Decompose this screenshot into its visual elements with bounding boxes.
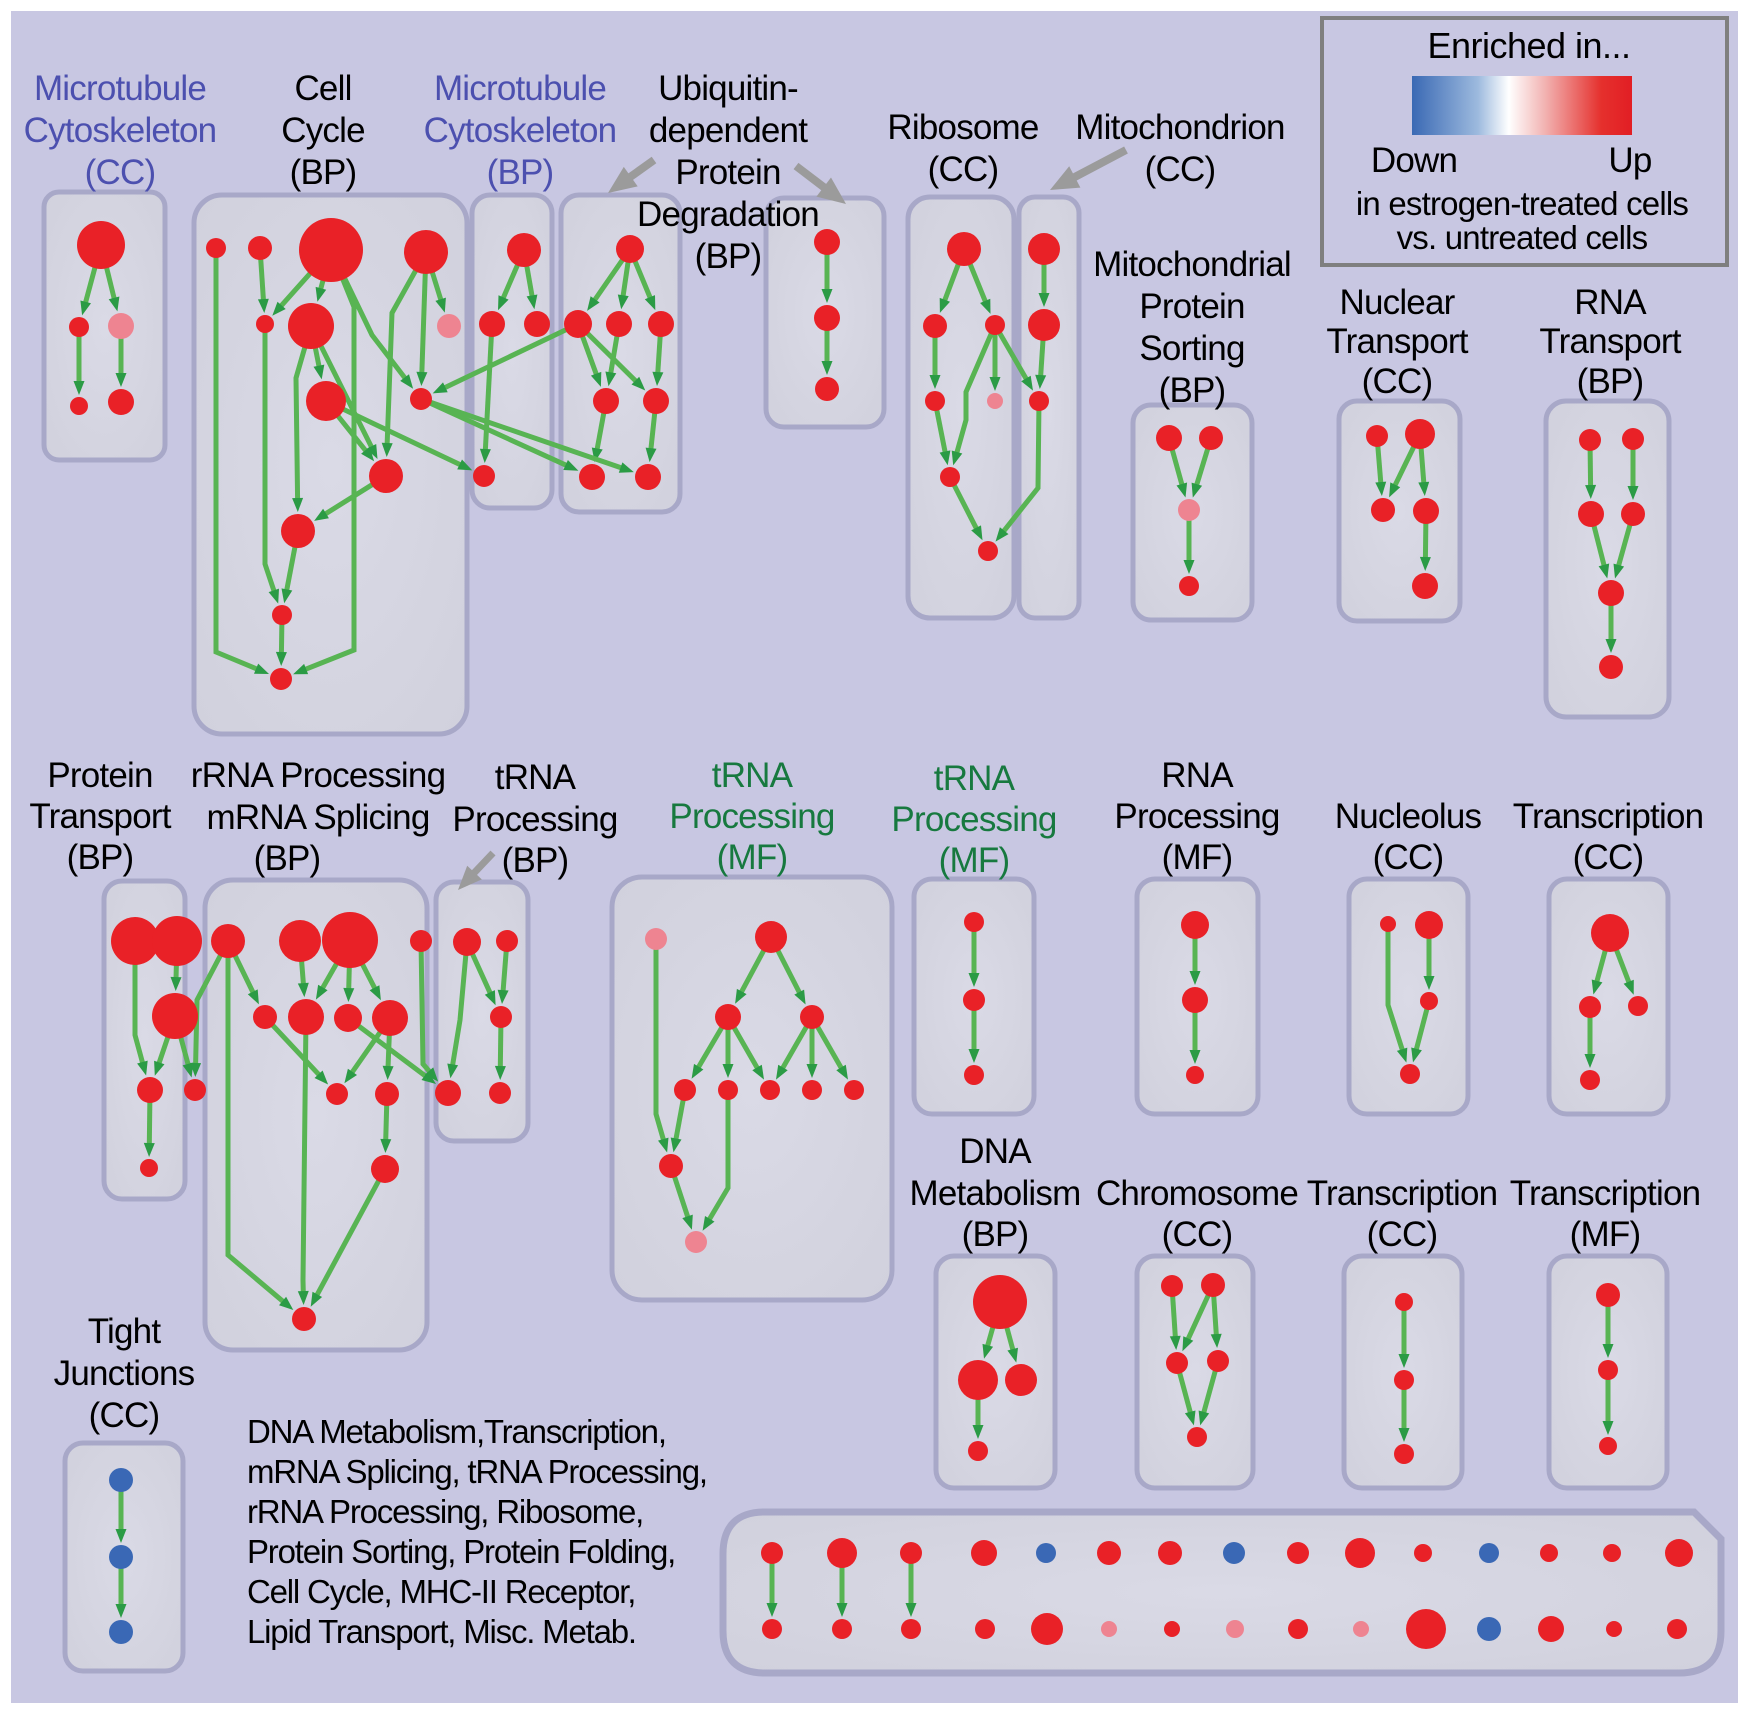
svg-text:mRNA Splicing: mRNA Splicing (206, 798, 429, 837)
svg-text:Cell Cycle, MHC-II Receptor,: Cell Cycle, MHC-II Receptor, (247, 1573, 635, 1610)
svg-text:Transport: Transport (1326, 322, 1468, 361)
svg-text:(CC): (CC) (85, 153, 156, 192)
svg-text:rRNA Processing, Ribosome,: rRNA Processing, Ribosome, (247, 1493, 643, 1530)
svg-text:(BP): (BP) (695, 237, 762, 276)
svg-text:(CC): (CC) (1367, 1215, 1438, 1254)
svg-text:Protein: Protein (47, 756, 152, 795)
svg-text:Processing: Processing (452, 800, 617, 839)
svg-text:Ubiquitin-: Ubiquitin- (658, 69, 798, 108)
svg-text:Processing: Processing (891, 800, 1056, 839)
svg-text:RNA: RNA (1574, 283, 1647, 322)
svg-text:Nucleolus: Nucleolus (1335, 797, 1482, 836)
svg-text:(MF): (MF) (939, 841, 1010, 880)
svg-text:Protein: Protein (1139, 287, 1244, 326)
svg-text:(CC): (CC) (1145, 150, 1216, 189)
svg-text:(BP): (BP) (1577, 362, 1644, 401)
svg-text:(MF): (MF) (1162, 838, 1233, 877)
svg-text:(BP): (BP) (290, 153, 357, 192)
svg-text:Ribosome: Ribosome (887, 108, 1038, 147)
svg-text:(MF): (MF) (1570, 1215, 1641, 1254)
svg-text:Sorting: Sorting (1139, 329, 1244, 368)
svg-text:Enriched in...: Enriched in... (1427, 25, 1630, 66)
svg-text:Transcription: Transcription (1510, 1174, 1701, 1213)
svg-text:Nuclear: Nuclear (1339, 283, 1455, 322)
svg-text:Cycle: Cycle (281, 111, 365, 150)
svg-text:(CC): (CC) (89, 1396, 160, 1435)
svg-text:(CC): (CC) (1162, 1215, 1233, 1254)
svg-text:Transport: Transport (29, 797, 171, 836)
svg-text:(BP): (BP) (254, 839, 321, 878)
svg-text:rRNA Processing: rRNA Processing (191, 756, 445, 795)
svg-text:DNA Metabolism,Transcription,: DNA Metabolism,Transcription, (247, 1413, 666, 1450)
svg-text:(BP): (BP) (1159, 371, 1226, 410)
svg-text:RNA: RNA (1161, 756, 1234, 795)
svg-text:tRNA: tRNA (934, 759, 1016, 798)
svg-text:(CC): (CC) (1373, 838, 1444, 877)
svg-text:Processing: Processing (1114, 797, 1279, 836)
svg-text:(BP): (BP) (502, 841, 569, 880)
svg-text:Up: Up (1608, 141, 1651, 180)
svg-text:mRNA Splicing, tRNA Processing: mRNA Splicing, tRNA Processing, (247, 1453, 707, 1490)
svg-text:(BP): (BP) (962, 1215, 1029, 1254)
svg-text:Chromosome: Chromosome (1096, 1174, 1298, 1213)
svg-text:(MF): (MF) (717, 838, 788, 877)
svg-text:Cell: Cell (294, 69, 351, 108)
svg-text:tRNA: tRNA (712, 756, 794, 795)
svg-text:Microtubule: Microtubule (34, 69, 206, 108)
svg-text:Mitochondrial: Mitochondrial (1093, 245, 1291, 284)
svg-text:Protein Sorting, Protein Foldi: Protein Sorting, Protein Folding, (247, 1533, 675, 1570)
svg-text:Down: Down (1371, 141, 1457, 180)
svg-text:(CC): (CC) (928, 150, 999, 189)
svg-text:Cytoskeleton: Cytoskeleton (24, 111, 217, 150)
svg-text:DNA: DNA (959, 1132, 1032, 1171)
svg-text:dependent: dependent (649, 111, 808, 150)
svg-text:Protein: Protein (675, 153, 780, 192)
svg-text:tRNA: tRNA (495, 758, 577, 797)
svg-text:(CC): (CC) (1362, 362, 1433, 401)
svg-text:Degradation: Degradation (637, 195, 819, 234)
svg-text:Metabolism: Metabolism (910, 1174, 1081, 1213)
svg-text:Lipid Transport, Misc. Metab.: Lipid Transport, Misc. Metab. (247, 1613, 636, 1650)
svg-text:Transcription: Transcription (1307, 1174, 1498, 1213)
svg-text:(BP): (BP) (487, 153, 554, 192)
svg-text:Transport: Transport (1539, 322, 1681, 361)
svg-text:(CC): (CC) (1573, 838, 1644, 877)
svg-text:Cytoskeleton: Cytoskeleton (424, 111, 617, 150)
svg-text:vs. untreated cells: vs. untreated cells (1397, 219, 1648, 256)
svg-text:Tight: Tight (88, 1312, 162, 1351)
svg-text:Processing: Processing (669, 797, 834, 836)
svg-text:in estrogen-treated cells: in estrogen-treated cells (1356, 185, 1688, 222)
svg-text:Mitochondrion: Mitochondrion (1075, 108, 1284, 147)
svg-text:Junctions: Junctions (54, 1354, 195, 1393)
svg-text:(BP): (BP) (67, 838, 134, 877)
svg-text:Transcription: Transcription (1513, 797, 1704, 836)
svg-text:Microtubule: Microtubule (434, 69, 606, 108)
